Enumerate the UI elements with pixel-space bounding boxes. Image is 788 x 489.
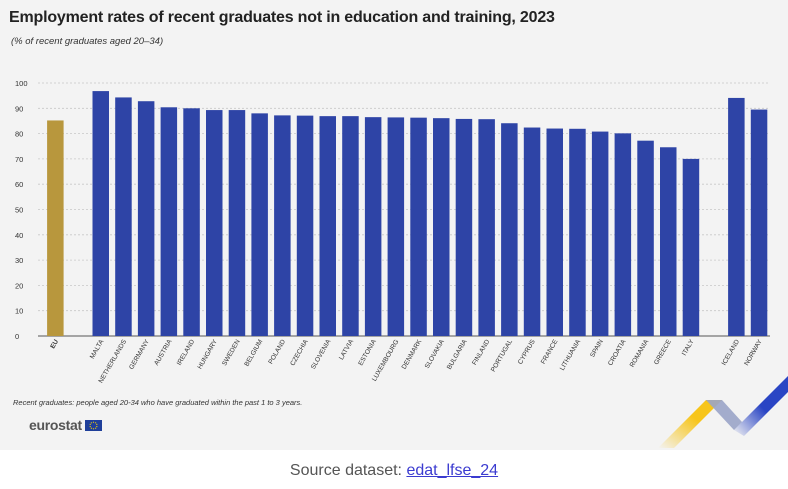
x-tick-label: DENMARK — [401, 338, 424, 371]
x-tick-label: ESTONIA — [357, 338, 378, 367]
x-tick-label: MALTA — [89, 338, 106, 360]
x-tick-label: EU — [49, 338, 60, 350]
y-tick-label: 80 — [15, 130, 23, 139]
y-tick-label: 40 — [15, 231, 23, 240]
x-tick-label: CZECHIA — [289, 338, 310, 367]
bar-hungary — [206, 110, 223, 336]
chart-title: Employment rates of recent graduates not… — [9, 9, 555, 26]
bar-poland — [274, 115, 291, 336]
bar-malta — [92, 91, 109, 336]
x-tick-label: BULGARIA — [446, 338, 469, 371]
bar-latvia — [342, 116, 359, 336]
y-tick-label: 30 — [15, 256, 23, 265]
bar-denmark — [410, 117, 427, 336]
x-tick-label: BELGIUM — [243, 339, 264, 368]
bar-ireland — [183, 108, 200, 336]
y-tick-label: 70 — [15, 155, 23, 164]
bar-luxembourg — [387, 117, 405, 337]
source-dataset-link[interactable]: edat_lfse_24 — [406, 462, 499, 479]
y-tick-label: 20 — [15, 281, 23, 290]
bar-slovenia — [319, 116, 336, 336]
x-tick-label: SLOVAKIA — [424, 338, 446, 370]
source-line: Source dataset: edat_lfse_24 — [0, 462, 788, 480]
bar-lithuania — [569, 128, 586, 336]
x-tick-label: POLAND — [267, 338, 287, 365]
bars — [47, 91, 768, 337]
x-tick-label: LATVIA — [338, 338, 355, 361]
y-tick-label: 0 — [15, 332, 19, 341]
y-tick-label: 10 — [15, 307, 23, 316]
x-tick-label: GERMANY — [128, 338, 151, 371]
x-tick-label: SPAIN — [589, 338, 605, 358]
bar-belgium — [251, 113, 268, 336]
bar-greece — [660, 147, 677, 336]
x-tick-label: FRANCE — [540, 338, 560, 365]
x-tick-label: PORTUGAL — [490, 338, 514, 373]
bar-netherlands — [115, 97, 132, 337]
eu-flag-icon — [84, 419, 102, 431]
y-tick-label: 100 — [15, 79, 28, 88]
corner-decoration — [658, 376, 788, 448]
y-tick-label: 60 — [15, 180, 23, 189]
bar-bulgaria — [455, 118, 473, 337]
bar-croatia — [614, 133, 632, 336]
x-tick-label: IRELAND — [176, 338, 196, 366]
bar-austria — [160, 107, 178, 337]
x-tick-label: LITHUANIA — [559, 338, 583, 372]
chart-subtitle: (% of recent graduates aged 20–34) — [11, 36, 164, 47]
bar-italy — [682, 158, 700, 336]
chart-panel: Employment rates of recent graduates not… — [0, 0, 788, 450]
bar-france — [546, 128, 563, 336]
bar-spain — [591, 131, 609, 336]
x-tick-label: FINLAND — [471, 338, 491, 366]
bar-germany — [137, 101, 155, 336]
bar-romania — [637, 140, 654, 336]
x-tick-label: CROATIA — [607, 338, 628, 367]
bar-sweden — [228, 110, 246, 336]
x-tick-label: ITALY — [681, 338, 696, 357]
x-tick-label: SLOVENIA — [310, 338, 333, 371]
bar-czechia — [296, 115, 314, 337]
y-tick-label: 50 — [15, 206, 23, 215]
x-tick-label: AUSTRIA — [153, 338, 174, 367]
source-prefix: Source dataset: — [289, 462, 407, 479]
eurostat-logo: eurostat — [29, 417, 102, 433]
x-tick-label: SWEDEN — [221, 338, 242, 367]
bar-norway — [750, 109, 768, 336]
bar-eu — [47, 120, 64, 336]
footnote: Recent graduates: people aged 20-34 who … — [13, 398, 303, 407]
y-axis-ticks: 0 10 20 30 40 50 60 70 80 90 100 — [15, 79, 28, 341]
bar-iceland — [728, 97, 745, 336]
bar-slovakia — [433, 118, 450, 337]
bar-estonia — [364, 117, 382, 336]
bar-finland — [478, 119, 495, 336]
logo-text: eurostat — [29, 417, 82, 433]
bar-cyprus — [523, 127, 541, 336]
x-tick-label: HUNGARY — [196, 338, 219, 370]
bar-portugal — [501, 123, 518, 337]
y-tick-label: 90 — [15, 104, 23, 113]
x-tick-label: CYPRUS — [517, 338, 537, 366]
